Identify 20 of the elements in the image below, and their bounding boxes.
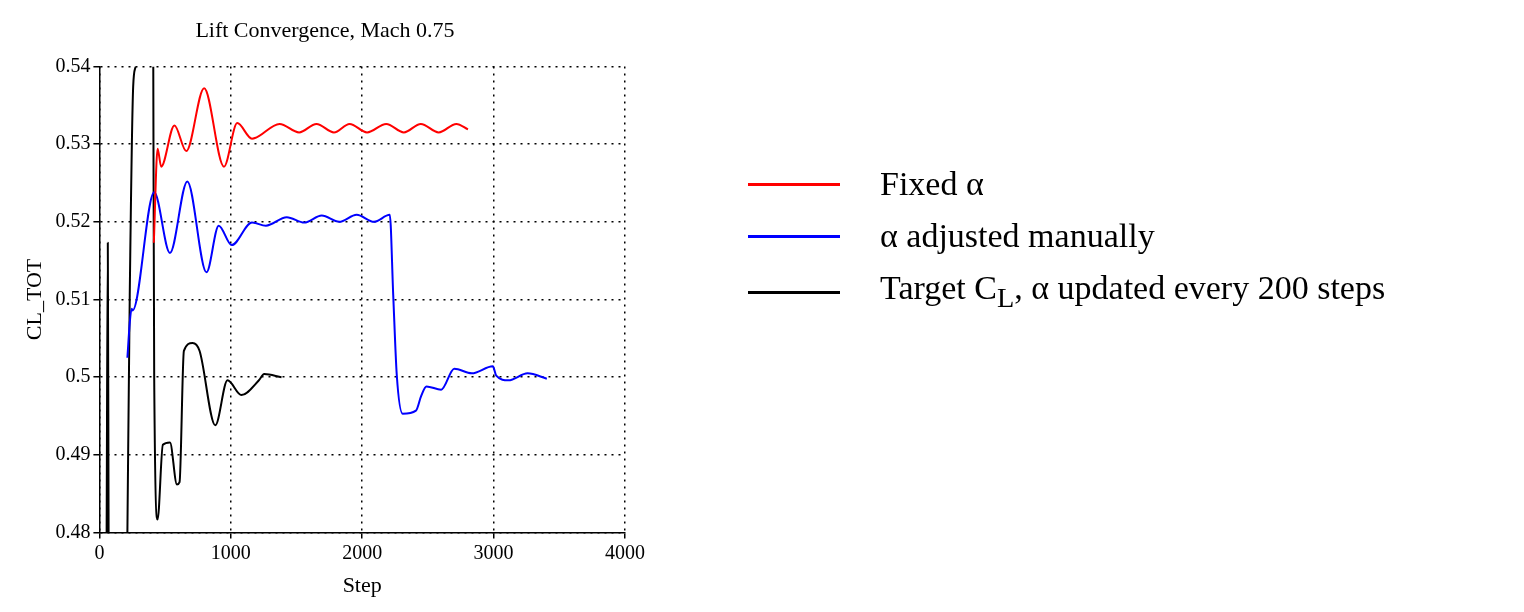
x-tick-label: 1000 bbox=[210, 540, 251, 563]
x-tick-label: 4000 bbox=[605, 540, 645, 563]
line-series bbox=[126, 180, 548, 415]
legend-label: Fixed α bbox=[880, 164, 984, 204]
x-tick-label: 3000 bbox=[473, 540, 514, 563]
x-axis-title: Step bbox=[342, 571, 382, 597]
y-tick-label: 0.48 bbox=[55, 519, 91, 542]
y-tick-label: 0.53 bbox=[55, 131, 91, 154]
y-tick-label: 0.52 bbox=[55, 209, 91, 232]
y-axis-title: CL_TOT bbox=[20, 258, 46, 341]
legend-label: Target C$_{L}$, α updated every 200 steps bbox=[880, 268, 1386, 315]
line-series bbox=[152, 87, 469, 244]
y-tick-label: 0.51 bbox=[55, 286, 91, 309]
x-tick-label: 2000 bbox=[342, 540, 383, 563]
legend-label: α adjusted manually bbox=[880, 216, 1155, 256]
y-tick-label: 0.54 bbox=[55, 53, 91, 76]
chart-title: Lift Convergence, Mach 0.75 bbox=[195, 16, 455, 42]
x-tick-label: 0 bbox=[94, 540, 105, 563]
y-tick-label: 0.5 bbox=[65, 364, 91, 387]
y-tick-label: 0.49 bbox=[55, 442, 91, 465]
